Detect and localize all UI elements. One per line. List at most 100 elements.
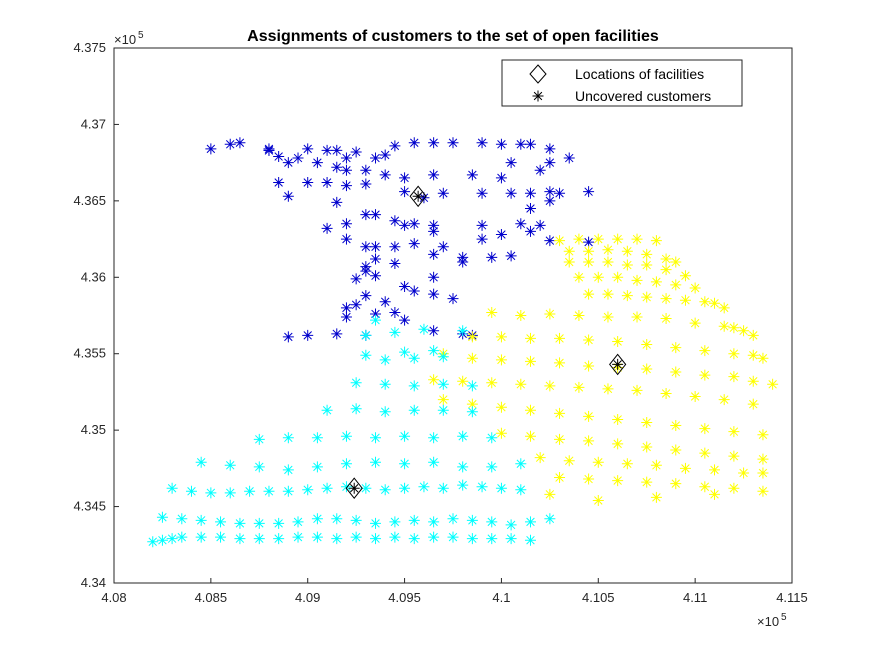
data-point	[583, 334, 595, 346]
data-point	[466, 514, 478, 526]
y-exponent-power: 5	[138, 30, 144, 41]
data-point	[408, 514, 420, 526]
data-point	[360, 265, 372, 277]
data-point	[273, 517, 285, 529]
data-point	[757, 453, 769, 465]
axis-ticks: 4.08 4.085 4.09 4.095 4.1 4.105 4.11 4.115 4.34 4…	[73, 40, 807, 605]
data-point	[321, 144, 333, 156]
data-point	[408, 238, 420, 250]
data-point	[340, 430, 352, 442]
data-point	[331, 513, 343, 525]
data-point	[370, 253, 382, 265]
data-point	[583, 360, 595, 372]
data-point	[428, 248, 440, 260]
data-point	[476, 481, 488, 493]
data-point	[370, 456, 382, 468]
data-point	[166, 482, 178, 494]
data-point	[205, 143, 217, 155]
data-point	[273, 533, 285, 545]
data-point	[302, 329, 314, 341]
data-point	[466, 398, 478, 410]
data-point	[738, 467, 750, 479]
legend-label-facilities: Locations of facilities	[575, 66, 704, 82]
data-point	[728, 348, 740, 360]
data-point	[224, 487, 236, 499]
data-point	[185, 485, 197, 497]
data-point	[418, 192, 430, 204]
data-point	[302, 177, 314, 189]
data-point	[747, 375, 759, 387]
data-point	[253, 517, 265, 529]
data-point	[544, 157, 556, 169]
data-point	[466, 331, 478, 343]
data-point	[370, 533, 382, 545]
data-point	[670, 478, 682, 490]
data-point	[282, 464, 294, 476]
y-tick-label: 4.34	[81, 575, 106, 590]
data-point	[631, 233, 643, 245]
data-point	[350, 146, 362, 158]
data-point	[670, 256, 682, 268]
data-point	[495, 482, 507, 494]
data-point	[292, 531, 304, 543]
data-point	[505, 519, 517, 531]
data-point	[389, 241, 401, 253]
data-point	[176, 531, 188, 543]
legend-box	[501, 59, 743, 107]
data-point	[679, 294, 691, 306]
data-point	[244, 485, 256, 497]
data-point	[156, 511, 168, 523]
data-point	[524, 355, 536, 367]
data-point	[253, 461, 265, 473]
data-point	[399, 219, 411, 231]
data-point	[408, 533, 420, 545]
data-point	[360, 241, 372, 253]
data-point	[554, 433, 566, 445]
data-point	[437, 394, 449, 406]
data-point	[747, 329, 759, 341]
data-point	[699, 369, 711, 381]
data-point	[505, 250, 517, 262]
data-point	[554, 472, 566, 484]
facility-marks	[345, 185, 627, 500]
data-point	[321, 482, 333, 494]
data-point	[709, 464, 721, 476]
data-point	[273, 151, 285, 163]
x-tick-label: 4.095	[388, 590, 421, 605]
data-point	[389, 516, 401, 528]
data-point	[447, 513, 459, 525]
data-point	[612, 271, 624, 283]
data-point	[428, 219, 440, 231]
data-point	[399, 458, 411, 470]
data-point	[621, 245, 633, 257]
data-point	[631, 384, 643, 396]
data-point	[389, 215, 401, 227]
data-point	[302, 484, 314, 496]
y-exponent-base: ×10	[114, 32, 136, 47]
data-point	[486, 432, 498, 444]
data-point	[428, 137, 440, 149]
data-point	[399, 430, 411, 442]
data-point	[641, 363, 653, 375]
data-point	[466, 169, 478, 181]
data-point	[602, 244, 614, 256]
data-point	[437, 187, 449, 199]
data-point	[379, 296, 391, 308]
data-point	[234, 517, 246, 529]
data-point	[602, 256, 614, 268]
chart-title: Assignments of customers to the set of o…	[247, 28, 659, 45]
data-point	[486, 377, 498, 389]
legend-label-customers: Uncovered customers	[575, 88, 711, 104]
data-point	[292, 516, 304, 528]
data-point	[311, 461, 323, 473]
data-point	[515, 138, 527, 150]
data-point	[650, 276, 662, 288]
data-point	[495, 331, 507, 343]
data-point	[321, 404, 333, 416]
facility-point	[345, 477, 363, 500]
data-point	[738, 325, 750, 337]
data-point	[544, 513, 556, 525]
data-point	[728, 371, 740, 383]
data-point	[660, 387, 672, 399]
data-point	[641, 441, 653, 453]
